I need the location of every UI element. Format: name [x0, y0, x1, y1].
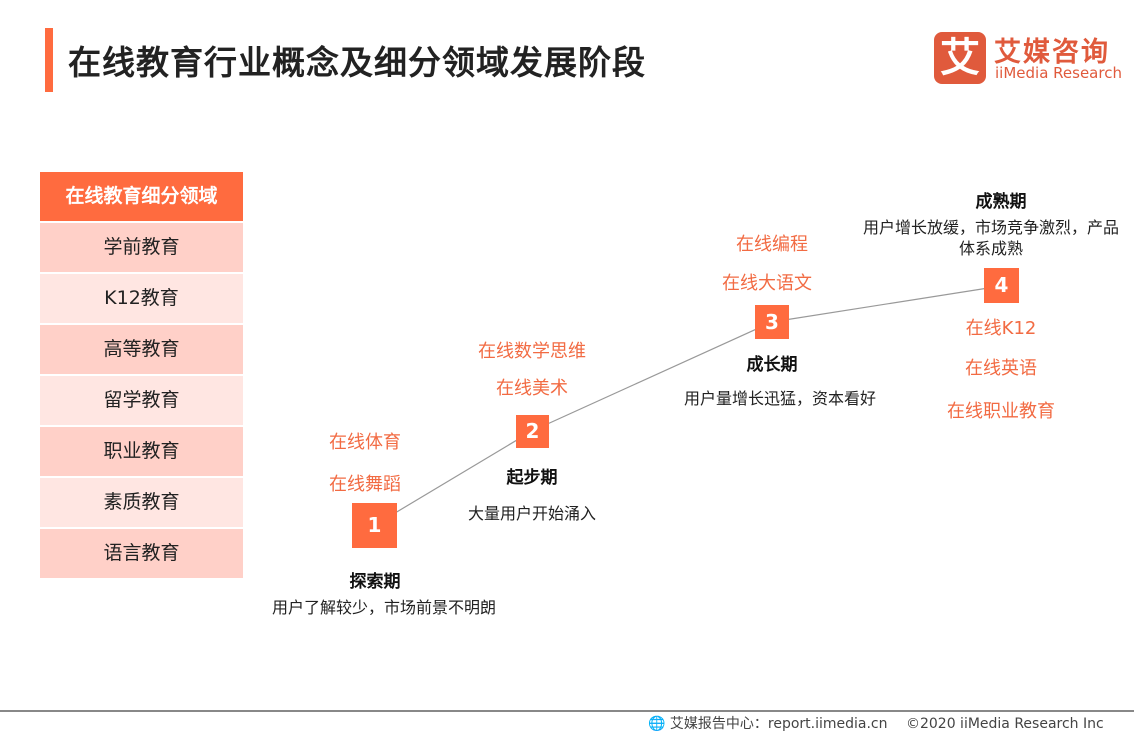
stage-1-number: 1 [352, 503, 397, 548]
stage-2-name: 起步期 [506, 468, 558, 488]
stage-4-number: 4 [984, 268, 1019, 303]
segment-item: 高等教育 [40, 325, 243, 374]
footer-divider [0, 710, 1134, 712]
stage-1-tag: 在线舞蹈 [329, 474, 401, 495]
segment-item: 素质教育 [40, 478, 243, 527]
title-accent-bar [45, 28, 53, 92]
segment-item: 语言教育 [40, 529, 243, 578]
stage-4-tag: 在线K12 [965, 318, 1037, 339]
footer: 🌐 艾媒报告中心：report.iimedia.cn ©2020 iiMedia… [648, 713, 1104, 733]
segments-header: 在线教育细分领域 [40, 172, 243, 221]
segment-item: 学前教育 [40, 223, 243, 272]
stage-3-tag: 在线编程 [736, 234, 808, 255]
stage-1-desc: 用户了解较少，市场前景不明朗 [271, 598, 496, 617]
segment-item: 职业教育 [40, 427, 243, 476]
stage-4-name: 成熟期 [975, 192, 1027, 212]
logo-mark: 艾 [934, 32, 986, 84]
footer-copyright: ©2020 iiMedia Research Inc [905, 716, 1104, 732]
segments-list: 在线教育细分领域 学前教育 K12教育 高等教育 留学教育 职业教育 素质教育 … [40, 172, 243, 580]
stage-3-desc: 用户量增长迅猛，资本看好 [683, 389, 876, 408]
stage-2-tag: 在线数学思维 [478, 341, 586, 362]
stage-1-tag: 在线体育 [329, 432, 401, 453]
stage-2-number: 2 [516, 415, 549, 448]
stage-4-tag: 在线职业教育 [947, 401, 1055, 422]
stage-3-name: 成长期 [746, 355, 798, 375]
logo-cn: 艾媒咨询 [994, 37, 1110, 68]
stage-2-desc: 大量用户开始涌入 [467, 504, 596, 523]
footer-source: 艾媒报告中心：report.iimedia.cn [669, 716, 888, 732]
stage-1-name: 探索期 [349, 572, 401, 592]
stage-4-desc: 用户增长放缓，市场竞争激烈，产品体系成熟 [862, 218, 1119, 258]
stage-3-number: 3 [755, 305, 789, 339]
page-title: 在线教育行业概念及细分领域发展阶段 [68, 43, 646, 82]
segment-item: K12教育 [40, 274, 243, 323]
stage-4-tag: 在线英语 [965, 358, 1037, 379]
stage-3-tag: 在线大语文 [722, 273, 812, 294]
segment-item: 留学教育 [40, 376, 243, 425]
globe-icon: 🌐 [648, 716, 666, 732]
logo-en: iiMedia Research [995, 64, 1122, 82]
stage-2-tag: 在线美术 [496, 378, 568, 399]
